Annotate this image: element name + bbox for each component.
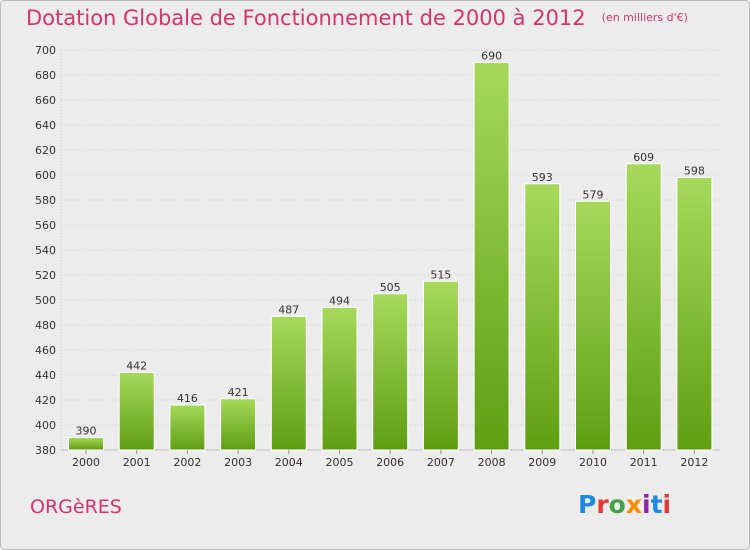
x-tick-label: 2007 xyxy=(427,456,455,469)
bar-value-label: 442 xyxy=(126,360,147,373)
x-tick-label: 2000 xyxy=(72,456,100,469)
x-tick-label: 2001 xyxy=(123,456,151,469)
title-text: Dotation Globale de Fonctionnement de 20… xyxy=(26,6,586,30)
x-tick-label: 2009 xyxy=(528,456,556,469)
y-tick-label: 460 xyxy=(35,344,56,357)
y-tick-label: 440 xyxy=(35,369,56,382)
bar xyxy=(524,183,561,451)
bar xyxy=(68,437,104,451)
bar xyxy=(321,307,358,451)
x-tick-label: 2005 xyxy=(326,456,354,469)
bar-value-label: 515 xyxy=(430,268,451,281)
x-tick-label: 2010 xyxy=(579,456,607,469)
bar xyxy=(575,200,611,451)
x-axis: 2000 2001 2002 2003 2004 2005 2006 2007 2008 2009… xyxy=(72,450,708,469)
x-tick-label: 2003 xyxy=(224,456,252,469)
y-axis: 380 400 420 440 460 480 500 520 540 560 580 600 620 6… xyxy=(35,44,56,457)
y-tick-label: 620 xyxy=(35,144,56,157)
x-tick-label: 2012 xyxy=(680,456,708,469)
bar-value-label: 421 xyxy=(228,386,249,399)
bar xyxy=(118,372,155,451)
y-tick-label: 580 xyxy=(35,194,56,207)
bar-value-label: 487 xyxy=(278,303,299,316)
x-tick-label: 2008 xyxy=(478,456,506,469)
logo-letter: o xyxy=(608,490,626,519)
x-tick-label: 2004 xyxy=(275,456,303,469)
y-tick-label: 680 xyxy=(35,69,56,82)
y-tick-label: 500 xyxy=(35,294,56,307)
logo-letter: t xyxy=(650,490,663,519)
bar xyxy=(676,177,713,451)
bar-value-label: 579 xyxy=(583,188,604,201)
commune-name: ORGèRES xyxy=(30,496,122,518)
unit-label: (en milliers d'€) xyxy=(601,11,688,24)
bar xyxy=(169,404,206,451)
y-tick-label: 520 xyxy=(35,269,56,282)
bar-value-label: 609 xyxy=(633,151,654,164)
y-tick-label: 400 xyxy=(35,419,56,432)
bar-value-label: 416 xyxy=(177,392,198,405)
y-tick-label: 700 xyxy=(35,44,56,57)
logo-letter: i xyxy=(662,490,672,519)
bar xyxy=(220,398,257,451)
logo-letter: P xyxy=(578,490,597,519)
bar xyxy=(422,280,459,451)
bar xyxy=(270,315,307,451)
x-tick-label: 2011 xyxy=(630,456,658,469)
y-tick-label: 380 xyxy=(35,444,56,457)
chart-title: Dotation Globale de Fonctionnement de 20… xyxy=(26,6,688,30)
bar xyxy=(625,163,662,451)
proxiti-logo: Proxiti xyxy=(578,490,671,519)
logo-letter: r xyxy=(596,490,609,519)
y-tick-label: 660 xyxy=(35,94,56,107)
bars: 390 442 416 421 487 494 505 515 690 593 579 609 598 xyxy=(68,50,713,451)
y-tick-label: 560 xyxy=(35,219,56,232)
y-tick-label: 420 xyxy=(35,394,56,407)
x-tick-label: 2002 xyxy=(173,456,201,469)
bar-value-label: 690 xyxy=(481,50,502,63)
y-tick-label: 640 xyxy=(35,119,56,132)
bar-value-label: 505 xyxy=(380,281,401,294)
logo-letter: i xyxy=(642,490,651,519)
y-tick-label: 600 xyxy=(35,169,56,182)
bar xyxy=(372,293,409,451)
y-tick-label: 480 xyxy=(35,319,56,332)
bar-value-label: 494 xyxy=(329,295,350,308)
y-tick-label: 540 xyxy=(35,244,56,257)
logo-letter: x xyxy=(625,490,642,519)
x-tick-label: 2006 xyxy=(376,456,404,469)
bar xyxy=(473,62,510,451)
bar-value-label: 598 xyxy=(684,165,705,178)
bar-value-label: 593 xyxy=(532,171,553,184)
bar-value-label: 390 xyxy=(76,425,97,438)
